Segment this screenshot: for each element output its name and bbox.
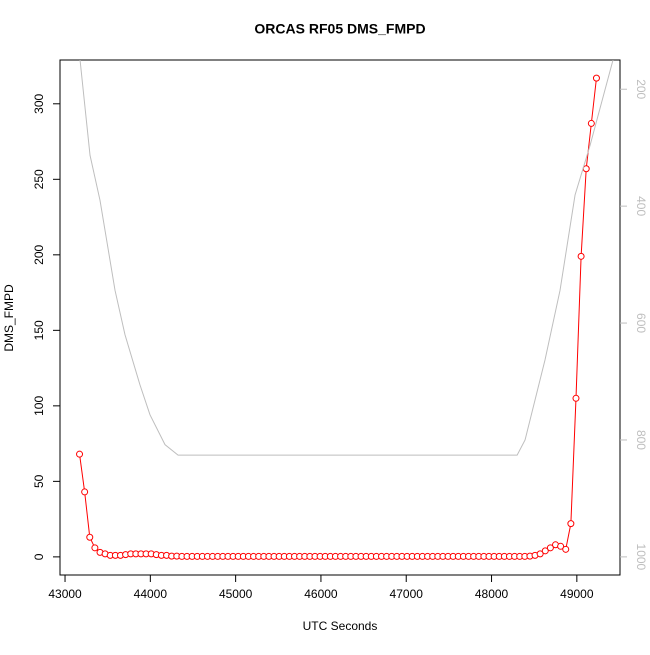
- x-tick-label: 47000: [390, 587, 424, 601]
- point: [81, 488, 89, 496]
- x-tick-label: 45000: [219, 587, 253, 601]
- point: [587, 119, 595, 127]
- y-tick-label: 0: [32, 553, 46, 560]
- x-tick-label: 43000: [48, 587, 82, 601]
- y2-tick-label: 400: [634, 196, 648, 216]
- x-tick-label: 44000: [134, 587, 168, 601]
- x-tick-label: 46000: [304, 587, 338, 601]
- point: [546, 544, 554, 552]
- point: [567, 520, 575, 528]
- y-tick-label: 100: [32, 396, 46, 416]
- point: [592, 74, 600, 82]
- y-tick-label: 300: [32, 93, 46, 113]
- y-axis-label: DMS_FMPD: [2, 284, 16, 352]
- y-tick-label: 150: [32, 320, 46, 340]
- y2-tick-label: 1000: [634, 544, 648, 571]
- y-tick-label: 250: [32, 169, 46, 189]
- point: [541, 547, 549, 555]
- x-tick-label: 49000: [560, 587, 594, 601]
- point: [86, 533, 94, 541]
- y2-tick-label: 800: [634, 430, 648, 450]
- x-tick-label: 48000: [475, 587, 509, 601]
- point: [91, 544, 99, 552]
- point: [76, 450, 84, 458]
- plot-frame: [59, 59, 621, 576]
- point: [577, 252, 585, 260]
- y2-tick-label: 200: [634, 79, 648, 99]
- x-axis-label: UTC Seconds: [303, 619, 378, 633]
- point: [562, 545, 570, 553]
- point: [572, 394, 580, 402]
- plot-area: [76, 60, 614, 560]
- y-tick-label: 50: [32, 474, 46, 488]
- series-line: [79, 78, 597, 557]
- y2-tick-label: 600: [634, 313, 648, 333]
- point: [557, 542, 565, 550]
- y-tick-label: 200: [32, 244, 46, 264]
- chart-title: ORCAS RF05 DMS_FMPD: [254, 21, 425, 37]
- point: [536, 550, 544, 558]
- series-line: [79, 60, 614, 456]
